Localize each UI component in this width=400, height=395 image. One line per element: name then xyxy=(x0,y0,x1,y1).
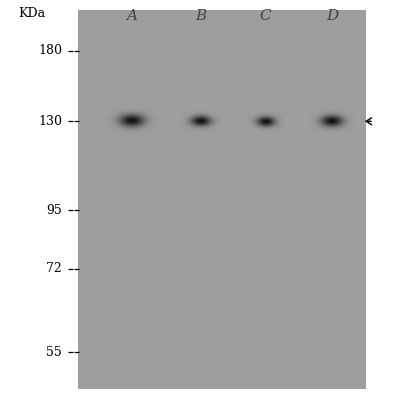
Text: A: A xyxy=(126,9,138,23)
Text: 180: 180 xyxy=(38,44,62,57)
Text: 55: 55 xyxy=(46,346,62,359)
Text: C: C xyxy=(260,9,272,23)
Text: KDa: KDa xyxy=(18,8,45,20)
Text: 95: 95 xyxy=(46,204,62,216)
Text: 72: 72 xyxy=(46,262,62,275)
Text: 130: 130 xyxy=(38,115,62,128)
Text: D: D xyxy=(326,9,338,23)
Text: B: B xyxy=(195,9,206,23)
Bar xyxy=(78,10,366,389)
